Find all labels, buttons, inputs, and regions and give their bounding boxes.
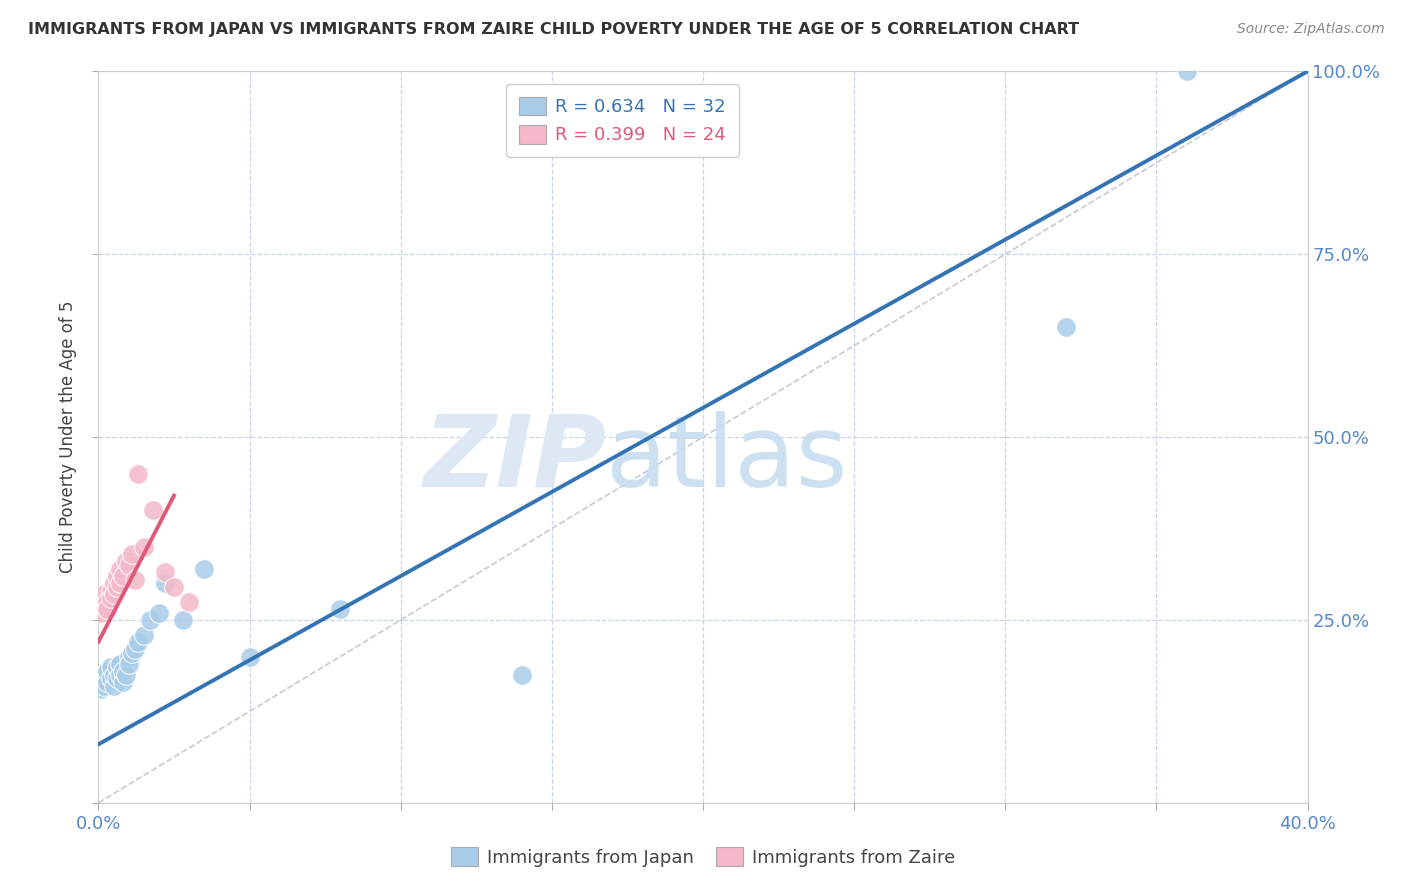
Point xyxy=(103,667,125,681)
Point xyxy=(103,587,125,601)
Point xyxy=(103,576,125,591)
Point xyxy=(93,587,115,601)
Point xyxy=(114,554,136,568)
Point xyxy=(108,657,131,671)
Point xyxy=(118,649,141,664)
Point xyxy=(90,682,112,697)
Point xyxy=(193,562,215,576)
Text: ZIP: ZIP xyxy=(423,410,606,508)
Point xyxy=(121,547,143,561)
Point xyxy=(118,558,141,573)
Point xyxy=(124,573,146,587)
Point xyxy=(103,679,125,693)
Point xyxy=(96,675,118,690)
Point xyxy=(121,646,143,660)
Point xyxy=(111,569,134,583)
Point xyxy=(510,667,533,681)
Point xyxy=(153,566,176,580)
Point xyxy=(153,576,176,591)
Point xyxy=(105,580,128,594)
Point xyxy=(139,613,162,627)
Point xyxy=(132,540,155,554)
Point xyxy=(105,569,128,583)
Point xyxy=(105,672,128,686)
Legend: Immigrants from Japan, Immigrants from Zaire: Immigrants from Japan, Immigrants from Z… xyxy=(444,840,962,874)
Legend: R = 0.634   N = 32, R = 0.399   N = 24: R = 0.634 N = 32, R = 0.399 N = 24 xyxy=(506,84,738,157)
Point xyxy=(118,657,141,671)
Point xyxy=(93,667,115,681)
Point xyxy=(111,664,134,678)
Point xyxy=(100,660,122,674)
Point xyxy=(127,635,149,649)
Text: atlas: atlas xyxy=(606,410,848,508)
Point xyxy=(124,642,146,657)
Text: Source: ZipAtlas.com: Source: ZipAtlas.com xyxy=(1237,22,1385,37)
Point xyxy=(90,606,112,620)
Point xyxy=(239,649,262,664)
Point xyxy=(96,664,118,678)
Point xyxy=(100,583,122,598)
Point xyxy=(114,667,136,681)
Point xyxy=(127,467,149,481)
Point xyxy=(142,503,165,517)
Point xyxy=(111,675,134,690)
Point xyxy=(172,613,194,627)
Point xyxy=(148,606,170,620)
Point xyxy=(100,672,122,686)
Point xyxy=(93,599,115,613)
Point xyxy=(179,594,201,608)
Y-axis label: Child Poverty Under the Age of 5: Child Poverty Under the Age of 5 xyxy=(59,301,77,574)
Point xyxy=(105,660,128,674)
Point xyxy=(93,679,115,693)
Point xyxy=(100,591,122,605)
Point xyxy=(96,602,118,616)
Point xyxy=(1054,320,1077,334)
Point xyxy=(108,667,131,681)
Point xyxy=(329,602,352,616)
Point xyxy=(108,562,131,576)
Point xyxy=(132,627,155,641)
Point xyxy=(163,580,186,594)
Point xyxy=(1175,64,1198,78)
Point xyxy=(96,594,118,608)
Point xyxy=(108,576,131,591)
Text: IMMIGRANTS FROM JAPAN VS IMMIGRANTS FROM ZAIRE CHILD POVERTY UNDER THE AGE OF 5 : IMMIGRANTS FROM JAPAN VS IMMIGRANTS FROM… xyxy=(28,22,1080,37)
